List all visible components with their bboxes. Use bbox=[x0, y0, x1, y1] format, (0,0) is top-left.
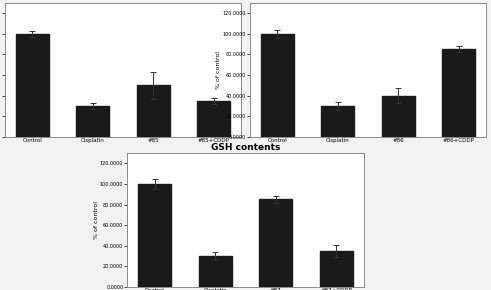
Bar bbox=[138, 184, 171, 287]
Bar bbox=[16, 34, 49, 137]
Bar bbox=[382, 96, 415, 137]
Bar bbox=[259, 200, 292, 287]
Bar bbox=[320, 251, 353, 287]
Title: GSH contents: GSH contents bbox=[333, 0, 403, 2]
Y-axis label: % of control: % of control bbox=[216, 51, 221, 89]
Bar bbox=[442, 49, 475, 137]
Bar bbox=[321, 106, 355, 137]
Title: GSH contents: GSH contents bbox=[88, 0, 158, 2]
Bar bbox=[197, 101, 230, 137]
Bar bbox=[261, 34, 294, 137]
Title: GSH contents: GSH contents bbox=[211, 143, 280, 152]
Bar bbox=[76, 106, 109, 137]
Y-axis label: % of control: % of control bbox=[94, 201, 99, 239]
Bar bbox=[136, 85, 170, 137]
Bar bbox=[199, 256, 232, 287]
